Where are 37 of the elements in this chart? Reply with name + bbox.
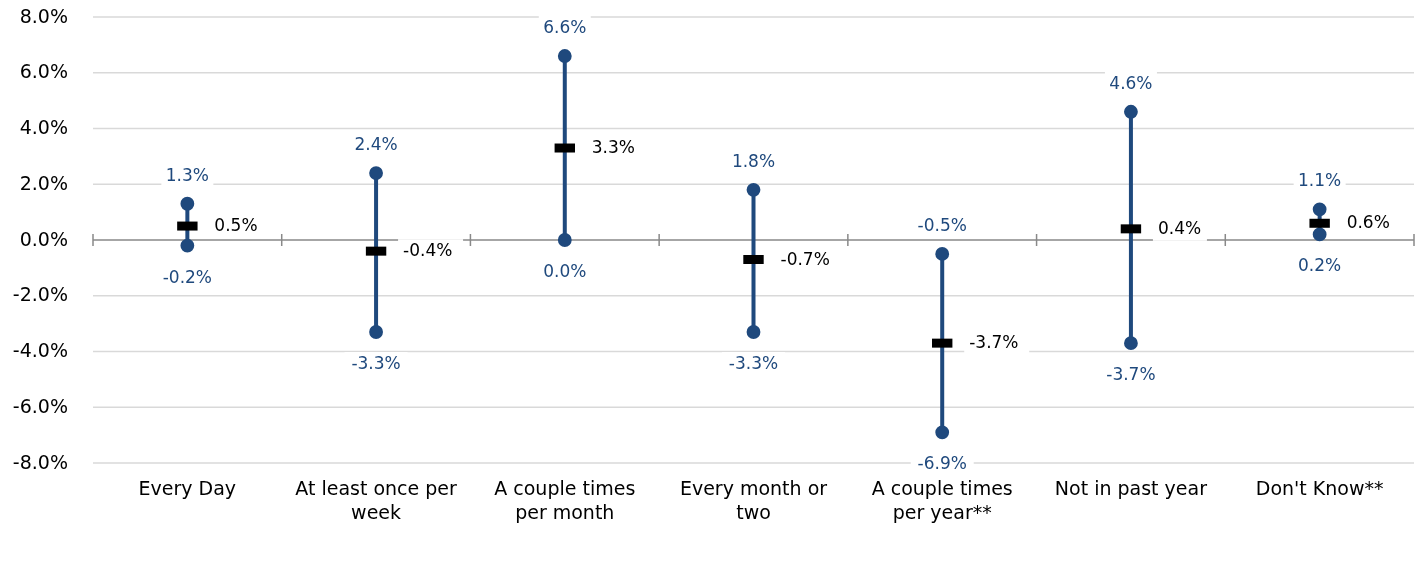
- x-tick-label: Not in past year: [1054, 477, 1208, 499]
- data-label: 1.1%: [1298, 170, 1342, 191]
- y-tick-label: 2.0%: [19, 171, 68, 194]
- data-label: 0.0%: [543, 261, 587, 281]
- y-tick-label: -8.0%: [12, 450, 68, 473]
- data-label: 0.4%: [1157, 217, 1202, 238]
- data-label: 1.8%: [731, 150, 776, 171]
- data-label: -0.2%: [162, 266, 213, 287]
- data-label: 0.5%: [214, 215, 258, 236]
- y-tick-label: -2.0%: [12, 283, 68, 306]
- data-label: 2.4%: [354, 134, 398, 155]
- data-label: 0.6%: [1346, 212, 1390, 233]
- data-label: -0.7%: [780, 248, 830, 269]
- data-label: -3.3%: [351, 352, 401, 373]
- y-tick-label: -4.0%: [12, 339, 68, 361]
- x-tick-label: Every Day: [138, 477, 237, 499]
- data-label: -3.3%: [728, 352, 779, 373]
- data-label: 3.3%: [591, 137, 635, 158]
- y-tick-label: 8.0%: [19, 4, 68, 27]
- data-label: -0.4%: [403, 240, 453, 261]
- y-tick-label: 4.0%: [19, 116, 68, 138]
- data-label: 4.6%: [1109, 72, 1153, 93]
- x-tick-label: A couple times per year**: [871, 477, 1013, 523]
- data-label: 0.2%: [1298, 255, 1342, 276]
- x-tick-label: A couple times per month: [494, 477, 636, 523]
- data-label: -3.7%: [969, 332, 1019, 353]
- y-tick-label: -6.0%: [12, 394, 68, 417]
- x-tick-label: At least once per week: [295, 477, 458, 523]
- x-tick-label: Don't Know**: [1255, 477, 1384, 499]
- data-label: -3.7%: [1106, 364, 1156, 385]
- y-tick-label: 6.0%: [19, 60, 68, 83]
- data-label: -6.9%: [917, 453, 967, 474]
- data-label: 6.6%: [543, 17, 587, 38]
- y-tick-label: 0.0%: [19, 227, 68, 250]
- x-tick-label: Every month or two: [679, 477, 828, 523]
- data-label: 1.3%: [165, 164, 209, 185]
- data-label: -0.5%: [917, 214, 967, 235]
